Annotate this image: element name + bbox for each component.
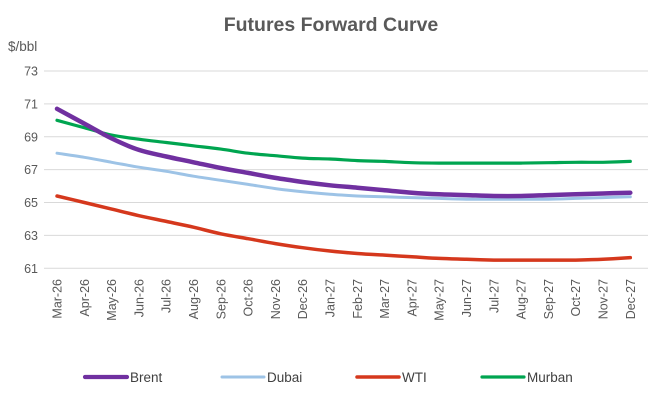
x-tick-label: Nov-27 [597,279,611,319]
x-tick-label: Aug-26 [187,279,201,319]
x-tick-label: May-26 [105,279,119,321]
y-tick-label: 63 [24,229,38,243]
x-tick-label: Mar-26 [51,279,65,319]
x-tick-label: Feb-27 [351,279,365,319]
legend-label: Murban [527,370,573,385]
y-tick-label: 67 [24,163,38,177]
y-tick-label: 73 [24,65,38,79]
legend-label: Brent [130,370,163,385]
legend-item-murban: Murban [480,370,573,385]
legend: Brent Dubai WTI Murban [82,370,573,385]
x-tick-label: Dec-27 [624,279,638,319]
x-tick-label: Sep-26 [214,279,228,319]
x-tick-label: Sep-27 [542,279,556,319]
y-axis-tick-labels: 61 63 65 67 69 71 73 [24,65,38,276]
legend-label: Dubai [267,370,302,385]
legend-label: WTI [402,370,427,385]
x-tick-label: Jan-27 [324,279,338,317]
x-tick-label: May-27 [433,279,447,321]
series-line-wti [55,194,633,262]
series-line-dubai [55,151,632,201]
x-tick-label: Jul-27 [487,279,501,313]
x-tick-label: Dec-26 [296,279,310,319]
x-tick-label: Oct-26 [242,279,256,317]
x-tick-label: Apr-27 [405,279,419,317]
y-axis-unit-label: $/bbl [8,39,37,54]
series-line-brent [54,106,633,199]
x-tick-label: Jul-26 [160,279,174,313]
x-tick-label: Oct-27 [569,279,583,317]
y-tick-label: 69 [24,130,38,144]
x-tick-label: Nov-26 [269,279,283,319]
gridlines [44,70,648,269]
x-tick-label: Aug-27 [515,279,529,319]
y-tick-label: 65 [24,196,38,210]
x-tick-label: Apr-26 [78,279,92,317]
chart-title: Futures Forward Curve [224,14,439,36]
series-line-murban [55,118,632,165]
x-tick-label: Jun-27 [460,279,474,317]
legend-item-wti: WTI [355,370,427,385]
x-axis-tick-labels: Mar-26 Apr-26 May-26 Jun-26 Jul-26 Aug-26 Sep-… [51,279,638,321]
legend-item-dubai: Dubai [220,370,302,385]
x-tick-label: Mar-27 [378,279,392,319]
x-tick-label: Jun-26 [132,279,146,317]
y-tick-label: 61 [24,262,38,276]
legend-item-brent: Brent [82,370,163,385]
series-lines [54,106,633,262]
y-tick-label: 71 [24,97,38,111]
